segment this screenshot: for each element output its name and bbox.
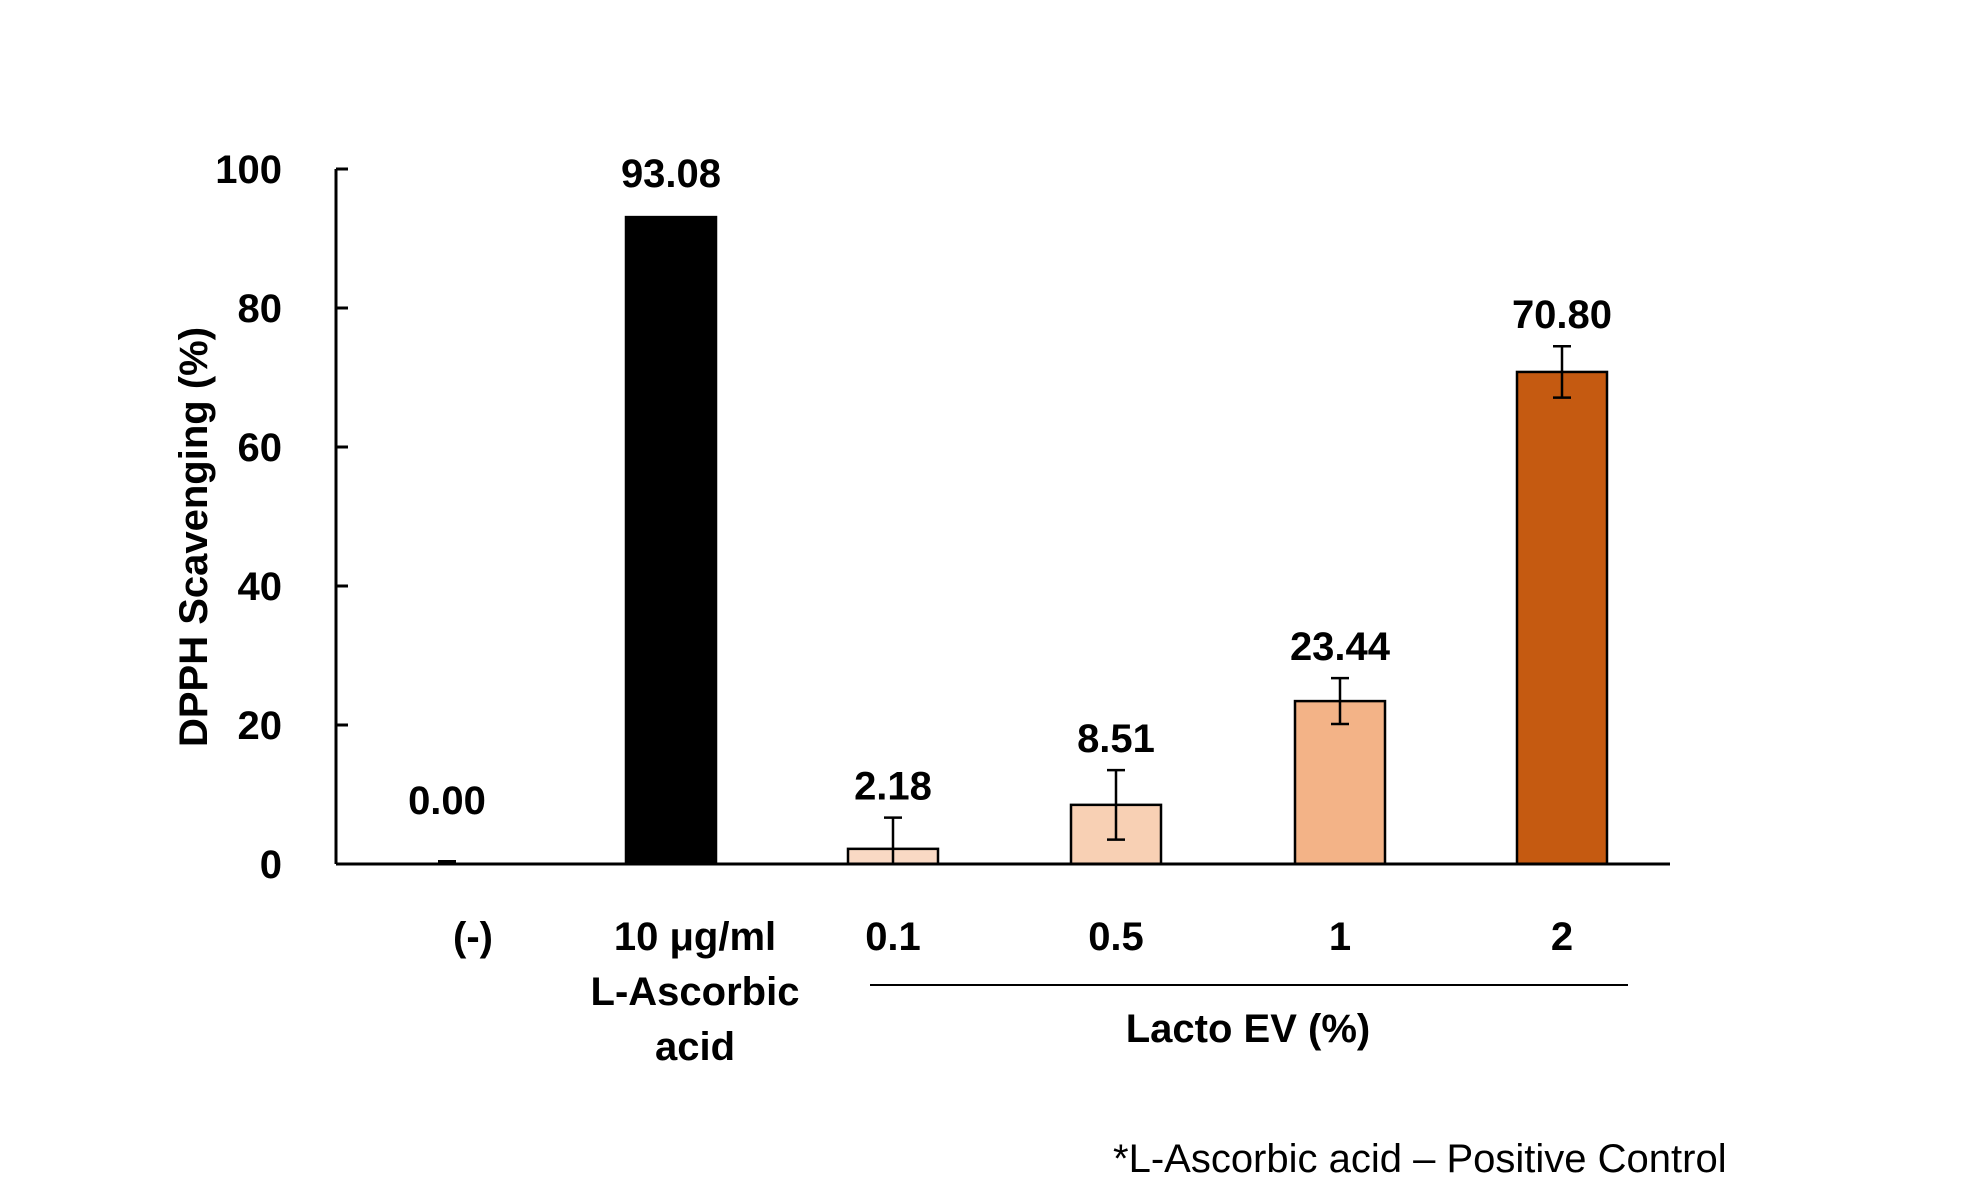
y-tick-label: 60	[238, 426, 283, 470]
bar	[1293, 699, 1387, 866]
category-label: L-Ascorbic	[591, 970, 800, 1014]
error-bar	[1331, 676, 1349, 726]
y-tick-label: 0	[260, 843, 282, 887]
category-labels: (-) 10 μg/ml L-Ascorbic acid 0.1 0.5 1 2	[453, 915, 1573, 1069]
bar	[624, 215, 718, 866]
y-axis-title: DPPH Scavenging (%)	[172, 327, 216, 747]
category-label: 0.5	[1088, 915, 1144, 959]
data-label: 8.51	[1077, 717, 1155, 761]
data-label: 2.18	[854, 765, 932, 809]
category-label: 1	[1329, 915, 1351, 959]
y-tick-label: 80	[238, 287, 283, 331]
y-tick-label: 40	[238, 565, 283, 609]
category-label: acid	[655, 1025, 735, 1069]
error-bars	[438, 344, 1571, 866]
group-label: Lacto EV (%)	[1126, 1007, 1370, 1051]
error-bar	[1107, 768, 1125, 841]
category-label: 10 μg/ml	[614, 915, 776, 959]
data-label: 23.44	[1290, 625, 1391, 669]
category-label: (-)	[453, 915, 493, 959]
data-label: 0.00	[408, 779, 486, 823]
category-label: 2	[1551, 915, 1573, 959]
y-tick-label: 20	[238, 704, 283, 748]
bar	[1515, 370, 1609, 866]
data-label: 93.08	[621, 152, 721, 196]
footnote: *L-Ascorbic acid – Positive Control	[1113, 1137, 1727, 1181]
y-tick-label: 100	[215, 148, 282, 192]
data-label: 70.80	[1512, 293, 1612, 337]
error-bar	[1553, 344, 1571, 399]
data-labels: 0.00 93.08 2.18 8.51 23.44 70.80	[408, 152, 1612, 823]
category-label: 0.1	[865, 915, 921, 959]
y-axis-ticks: 0 20 40 60 80 100	[215, 148, 348, 887]
bars	[624, 215, 1609, 866]
